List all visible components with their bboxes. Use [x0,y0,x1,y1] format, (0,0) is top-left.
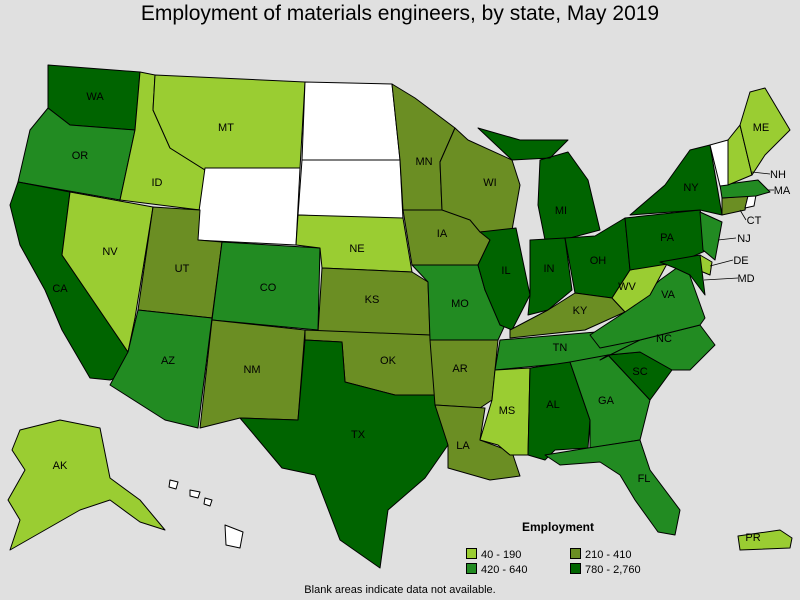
state-label-id: ID [152,177,163,189]
legend-item-1: 40 - 190 [466,548,521,561]
callout-line-ct [739,209,747,221]
state-label-ga: GA [598,395,615,407]
footnote: Blank areas indicate data not available. [304,584,496,596]
state-label-md: MD [737,273,754,285]
state-label-pa: PA [660,232,675,244]
state-label-mt: MT [218,122,234,134]
state-fl[interactable] [544,439,681,536]
state-label-me: ME [753,122,770,134]
state-label-fl: FL [638,473,651,485]
state-ct[interactable] [721,195,749,216]
state-label-or: OR [72,150,89,162]
state-label-va: VA [661,289,676,301]
state-label-tx: TX [351,429,366,441]
state-label-ar: AR [452,363,467,375]
state-label-ca: CA [52,283,68,295]
state-tx[interactable] [239,339,449,569]
state-md[interactable] [659,254,706,296]
state-label-ak: AK [53,460,68,472]
legend-swatch [570,563,581,574]
state-label-mn: MN [415,156,432,168]
state-label-ct: CT [747,215,762,227]
state-sd[interactable] [297,159,404,221]
map-title: Employment of materials engineers, by st… [140,2,660,25]
state-label-nj: NJ [737,233,750,245]
state-label-sc: SC [632,366,647,378]
legend-title: Employment [522,520,595,534]
callout-line-nh [751,171,771,175]
state-label-tn: TN [553,342,568,354]
state-pr[interactable] [737,529,793,551]
callout-line-nj [717,237,737,241]
state-label-mi: MI [555,205,567,217]
legend-swatch [466,563,477,574]
legend-swatch [466,548,477,559]
state-label-pr: PR [745,532,760,544]
state-label-wa: WA [86,91,104,103]
state-nj[interactable] [699,211,723,261]
state-label-al: AL [546,399,559,411]
state-label-nv: NV [102,246,118,258]
state-label-co: CO [260,282,277,294]
state-la[interactable] [434,404,521,481]
state-wy[interactable] [194,167,301,246]
legend-swatch [570,548,581,559]
state-label-ks: KS [365,294,380,306]
state-mi[interactable] [477,127,601,241]
state-label-mo: MO [451,298,469,310]
state-label-la: LA [456,440,470,452]
state-ak[interactable] [7,419,166,551]
state-label-ma: MA [774,185,791,197]
state-label-de: DE [733,255,748,267]
state-label-wv: WV [618,281,636,293]
state-me[interactable] [739,87,791,176]
state-ma[interactable] [719,179,771,199]
state-label-az: AZ [161,355,175,367]
state-label-ky: KY [573,305,588,317]
state-label-ms: MS [499,405,516,417]
state-label-ia: IA [437,228,448,240]
callout-line-de [709,259,734,267]
state-label-nh: NH [770,169,786,181]
state-label-in: IN [544,263,555,275]
state-il[interactable] [477,227,531,331]
legend-item-3: 420 - 640 [466,563,527,576]
state-nd[interactable] [301,81,401,161]
state-label-nm: NM [243,364,260,376]
state-label-il: IL [501,265,510,277]
callout-line-md [703,277,739,281]
state-labels: WA OR CA ID NV MT UT AZ CO NM NE KS OK TX MN IA MO AR LA WI… [52,91,791,544]
state-label-nc: NC [656,333,672,345]
state-label-wi: WI [483,177,496,189]
state-ny[interactable] [629,144,723,216]
state-nv[interactable] [61,191,154,353]
state-label-ne: NE [349,243,364,255]
state-label-ok: OK [380,355,397,367]
state-label-ut: UT [175,263,190,275]
state-label-ny: NY [683,182,699,194]
legend-item-2: 210 - 410 [570,548,631,561]
state-ar[interactable] [429,339,499,409]
legend-item-4: 780 - 2,760 [570,563,641,576]
state-label-oh: OH [590,255,607,267]
state-hi[interactable] [168,479,244,549]
